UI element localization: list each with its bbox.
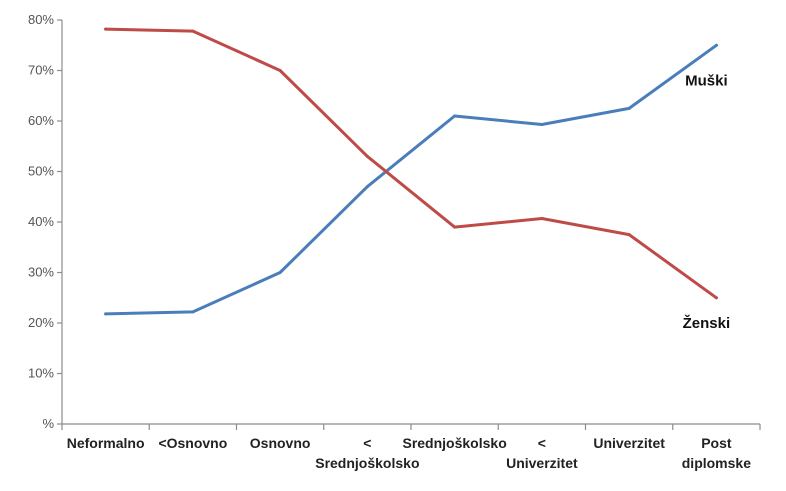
data-point (191, 29, 195, 33)
series-label: Ženski (683, 314, 731, 332)
data-point (365, 154, 369, 158)
series-labels: Muški Ženski (683, 72, 731, 332)
x-tick-label: Osnovno (250, 435, 311, 451)
data-point (104, 312, 108, 316)
x-tick-label: Neformalno (67, 435, 145, 451)
data-point (278, 271, 282, 274)
data-point (278, 69, 282, 72)
x-tick-label: Post diplomske (682, 435, 751, 471)
y-tick-label: 20% (28, 315, 54, 330)
y-tick-label: 40% (28, 214, 54, 229)
series-group (104, 27, 718, 316)
data-point (365, 185, 369, 189)
y-tick-label: 80% (28, 12, 54, 27)
series-line-zenski (104, 27, 718, 300)
data-point (540, 216, 544, 220)
x-tick-label: < Srednjoškolsko (315, 435, 419, 471)
data-point (191, 310, 195, 314)
y-tick-label: 60% (28, 113, 54, 128)
data-point (540, 123, 544, 127)
data-point (627, 106, 631, 110)
x-tick-label: <Osnovno (158, 435, 227, 451)
y-tick-label: % (42, 416, 54, 431)
x-tick-label: Srednjoškolsko (402, 435, 506, 451)
data-point (453, 225, 457, 229)
series-label: Muški (685, 72, 728, 89)
data-point (627, 233, 631, 237)
y-tick-label: 10% (28, 366, 54, 381)
y-axis: % 10% 20% 30% 40% 50% 60% 70% 80% (28, 12, 63, 431)
y-tick-label: 70% (28, 63, 54, 78)
data-point (714, 43, 718, 47)
data-point (453, 114, 457, 118)
x-axis: Neformalno <Osnovno Osnovno < Srednjoškolsko… (61, 423, 761, 471)
series-line-muski (104, 43, 718, 316)
y-tick-label: 50% (28, 164, 54, 179)
data-point (104, 27, 108, 31)
x-tick-label: < Univerzitet (506, 435, 578, 471)
x-tick-label: Univerzitet (593, 435, 665, 451)
data-point (714, 296, 718, 300)
y-tick-label: 30% (28, 265, 54, 280)
